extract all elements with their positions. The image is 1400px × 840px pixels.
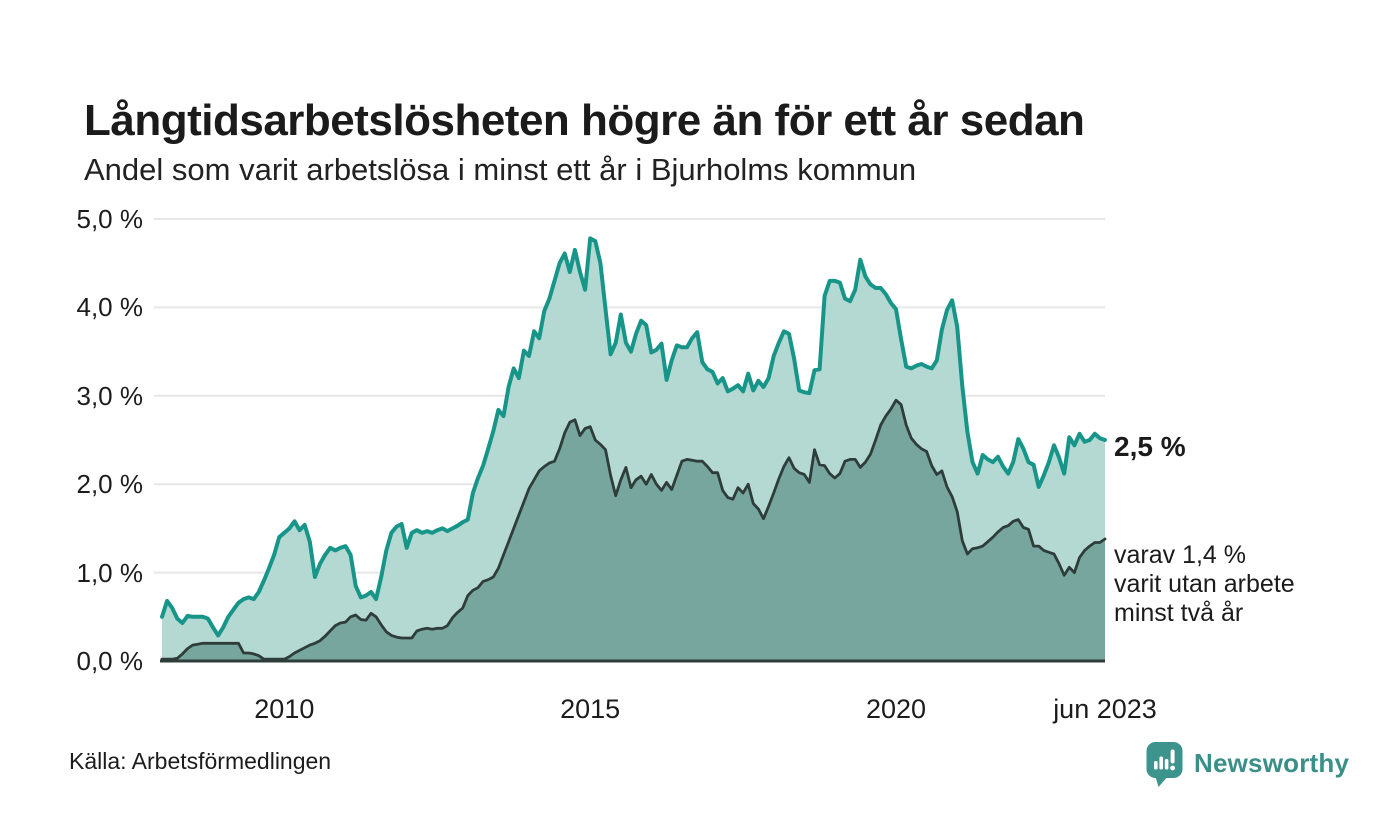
chart-title: Långtidsarbetslösheten högre än för ett … (84, 96, 1085, 146)
y-axis-label: 4,0 % (76, 292, 144, 323)
y-axis-label: 1,0 % (76, 557, 144, 588)
x-axis-label: jun 2023 (1053, 694, 1157, 724)
newsworthy-brand-name: Newsworthy (1194, 748, 1350, 778)
y-axis-label: 0,0 % (76, 646, 144, 676)
newsworthy-brand: Newsworthy (1146, 741, 1349, 794)
x-axis-label: 2015 (560, 694, 621, 724)
y-axis-label: 5,0 % (76, 204, 144, 234)
source-label: Källa: Arbetsförmedlingen (69, 748, 332, 774)
secondary-annotation-line3: minst två år (1114, 599, 1244, 627)
x-axis-label: 2010 (254, 694, 315, 724)
y-axis-label: 2,0 % (76, 469, 144, 500)
newsworthy-logo-icon (1146, 741, 1184, 794)
latest-value-annotation: 2,5 % (1114, 431, 1186, 462)
chart-subtitle: Andel som varit arbetslösa i minst ett å… (84, 152, 917, 187)
secondary-annotation-line1: varav 1,4 % (1114, 541, 1247, 569)
secondary-annotation-line2: varit utan arbete (1114, 570, 1295, 598)
secondary-annotation: varav 1,4 % varit utan arbete minst två … (1114, 541, 1295, 628)
y-axis-label: 3,0 % (76, 380, 144, 411)
x-axis-label: 2020 (865, 694, 927, 724)
